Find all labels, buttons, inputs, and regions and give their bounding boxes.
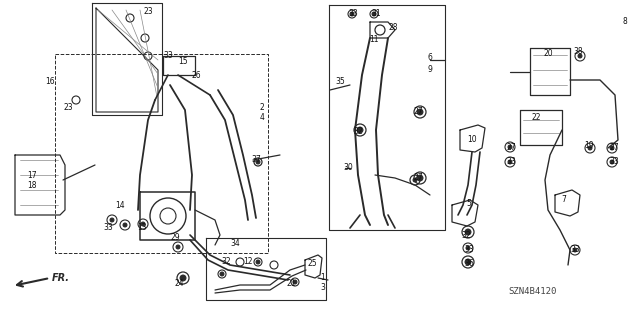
Text: 21: 21 xyxy=(286,279,296,288)
Text: 11: 11 xyxy=(369,35,379,44)
Text: 33: 33 xyxy=(609,157,619,166)
Circle shape xyxy=(417,175,423,181)
Circle shape xyxy=(413,178,417,182)
Text: 17: 17 xyxy=(27,170,37,180)
Text: 33: 33 xyxy=(464,246,474,255)
Text: 27: 27 xyxy=(413,108,423,116)
Text: 33: 33 xyxy=(163,51,173,61)
Text: 31: 31 xyxy=(371,10,381,19)
Text: 12: 12 xyxy=(243,256,253,265)
Text: FR.: FR. xyxy=(52,273,70,283)
Text: 15: 15 xyxy=(178,56,188,65)
Circle shape xyxy=(357,127,363,133)
Text: 1: 1 xyxy=(321,273,325,283)
Circle shape xyxy=(372,12,376,16)
Text: 5: 5 xyxy=(467,199,472,209)
Text: 33: 33 xyxy=(570,246,580,255)
Circle shape xyxy=(176,245,180,249)
Circle shape xyxy=(588,146,592,150)
Circle shape xyxy=(141,222,145,226)
Text: 35: 35 xyxy=(335,78,345,86)
Text: 20: 20 xyxy=(543,49,553,58)
Text: 29: 29 xyxy=(170,233,180,241)
Text: 7: 7 xyxy=(561,196,566,204)
Circle shape xyxy=(578,54,582,58)
Circle shape xyxy=(110,218,114,222)
Text: SZN4B4120: SZN4B4120 xyxy=(509,287,557,296)
Text: 37: 37 xyxy=(251,155,261,165)
Text: 23: 23 xyxy=(143,8,153,17)
Circle shape xyxy=(180,275,186,281)
Text: 25: 25 xyxy=(307,258,317,268)
Circle shape xyxy=(256,260,260,264)
Text: 18: 18 xyxy=(28,182,36,190)
Circle shape xyxy=(466,246,470,250)
Text: 22: 22 xyxy=(531,114,541,122)
Text: 33: 33 xyxy=(348,10,358,19)
Text: 33: 33 xyxy=(103,224,113,233)
Circle shape xyxy=(610,146,614,150)
Circle shape xyxy=(508,160,512,164)
Text: 19: 19 xyxy=(584,140,594,150)
Text: 32: 32 xyxy=(353,128,363,137)
Text: 27: 27 xyxy=(413,174,423,182)
Text: 10: 10 xyxy=(467,135,477,144)
Text: 3: 3 xyxy=(321,284,325,293)
Text: 36: 36 xyxy=(464,259,474,269)
Text: 27: 27 xyxy=(506,143,516,152)
Circle shape xyxy=(123,223,127,227)
Text: 30: 30 xyxy=(343,164,353,173)
Text: 13: 13 xyxy=(137,222,147,232)
Text: 32: 32 xyxy=(461,231,471,240)
Text: 4: 4 xyxy=(260,114,264,122)
Text: 2: 2 xyxy=(260,103,264,113)
Text: 27: 27 xyxy=(609,144,619,152)
Text: 23: 23 xyxy=(63,102,73,112)
Circle shape xyxy=(573,248,577,252)
Text: 24: 24 xyxy=(174,279,184,288)
Text: 9: 9 xyxy=(428,64,433,73)
Text: 32: 32 xyxy=(221,256,231,265)
Text: 16: 16 xyxy=(45,78,55,86)
Circle shape xyxy=(610,160,614,164)
Text: 28: 28 xyxy=(388,24,397,33)
Circle shape xyxy=(220,272,224,276)
Text: 38: 38 xyxy=(573,48,583,56)
Text: 8: 8 xyxy=(623,18,627,26)
Text: 34: 34 xyxy=(230,239,240,248)
Circle shape xyxy=(417,109,423,115)
Circle shape xyxy=(465,259,471,265)
Text: 6: 6 xyxy=(428,54,433,63)
Circle shape xyxy=(465,229,471,235)
Circle shape xyxy=(256,160,260,164)
Text: 14: 14 xyxy=(115,202,125,211)
Circle shape xyxy=(293,280,297,284)
Circle shape xyxy=(508,145,512,149)
Text: 26: 26 xyxy=(191,70,201,79)
Circle shape xyxy=(350,12,354,16)
Text: 33: 33 xyxy=(506,158,516,167)
